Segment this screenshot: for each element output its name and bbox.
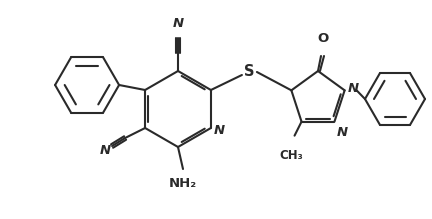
Text: N: N <box>172 17 184 30</box>
Text: N: N <box>337 126 348 139</box>
Text: S: S <box>244 65 254 79</box>
Text: N: N <box>214 124 225 136</box>
Text: NH₂: NH₂ <box>169 177 197 190</box>
Text: N: N <box>99 145 111 157</box>
Text: O: O <box>318 32 329 46</box>
Text: CH₃: CH₃ <box>280 149 303 162</box>
Text: N: N <box>348 82 359 95</box>
